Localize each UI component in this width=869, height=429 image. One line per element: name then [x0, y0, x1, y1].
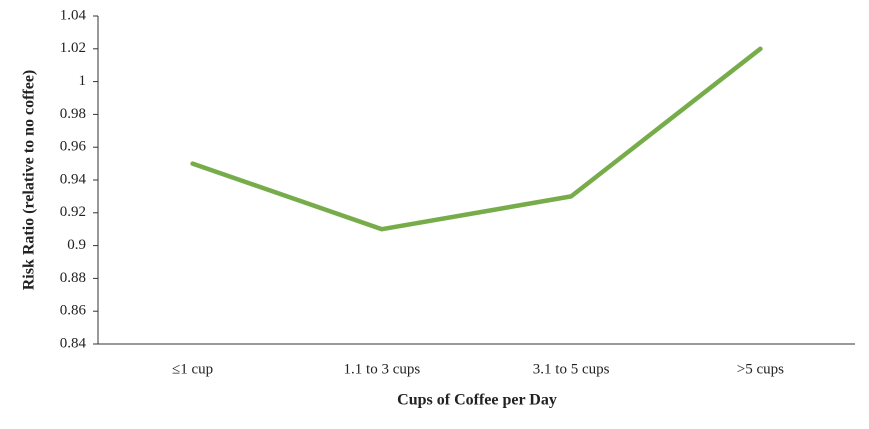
y-tick-label: 1.02 — [60, 40, 86, 56]
y-tick-label: 0.9 — [67, 237, 86, 253]
y-tick-label: 0.84 — [60, 335, 87, 351]
y-tick-label: 0.92 — [60, 204, 86, 220]
x-tick-label: 1.1 to 3 cups — [344, 361, 421, 377]
y-tick-label: 1 — [79, 73, 87, 89]
y-tick-label: 0.98 — [60, 106, 86, 122]
y-tick-label: 0.88 — [60, 270, 86, 286]
x-tick-label: >5 cups — [737, 361, 784, 377]
x-tick-label: 3.1 to 5 cups — [533, 361, 610, 377]
y-tick-label: 0.96 — [60, 139, 87, 155]
y-tick-label: 1.04 — [60, 7, 87, 23]
data-line — [190, 46, 763, 232]
y-tick-label: 0.94 — [60, 171, 87, 187]
y-axis-title: Risk Ratio (relative to no coffee) — [21, 70, 38, 291]
x-axis-title: Cups of Coffee per Day — [397, 392, 557, 409]
y-tick-label: 0.86 — [60, 303, 87, 319]
x-tick-label: ≤1 cup — [172, 361, 213, 377]
